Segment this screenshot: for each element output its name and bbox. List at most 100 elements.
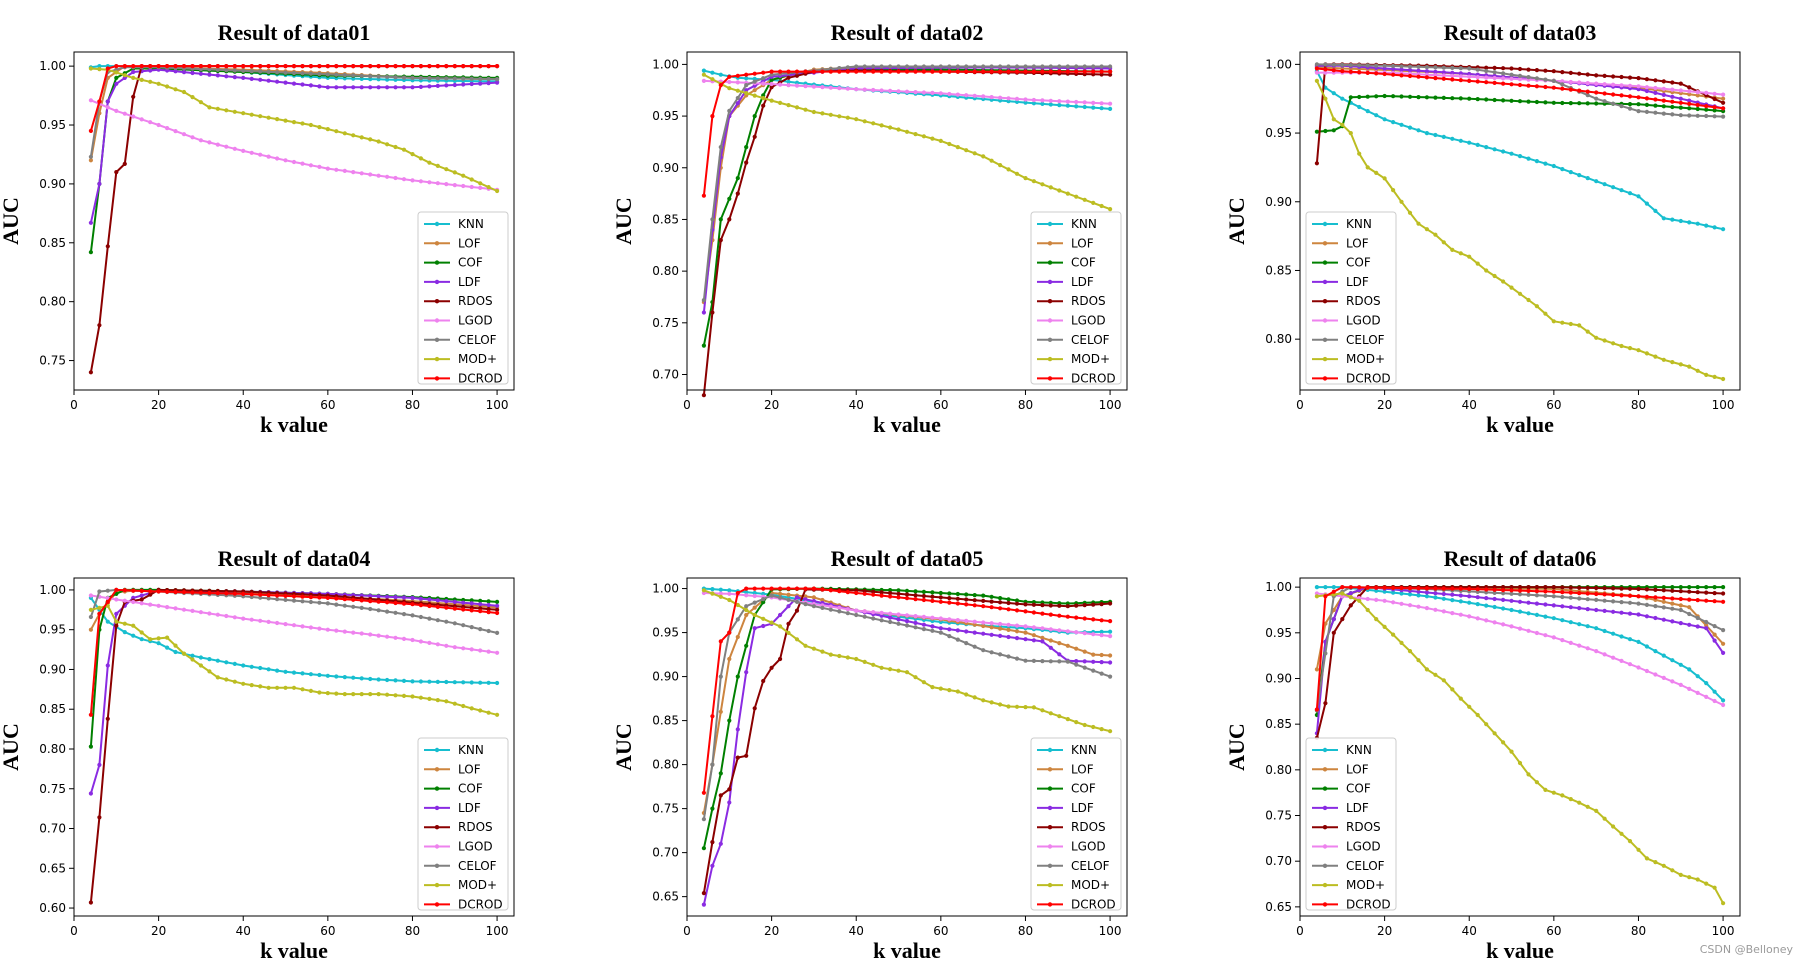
legend-label: KNN (1346, 743, 1372, 757)
data-point (1108, 69, 1113, 74)
data-point (1365, 63, 1370, 68)
data-point (334, 129, 339, 134)
data-point (444, 167, 449, 172)
chart-title: Result of data05 (831, 546, 984, 571)
y-tick-label: 0.75 (39, 782, 66, 796)
data-point (888, 619, 893, 625)
data-point (1619, 586, 1624, 591)
data-point (1517, 77, 1523, 82)
data-point (1484, 75, 1489, 80)
data-point (1441, 678, 1446, 683)
data-point (1695, 106, 1700, 112)
data-point (266, 154, 271, 159)
data-point (368, 676, 373, 682)
data-point (368, 632, 373, 637)
data-point (727, 597, 732, 603)
data-point (1340, 122, 1345, 127)
data-point (1661, 104, 1666, 109)
data-point (88, 98, 93, 103)
data-point (1517, 99, 1523, 104)
data-point (701, 891, 707, 896)
data-point (376, 608, 381, 613)
data-point (1475, 97, 1480, 102)
data-point (981, 69, 986, 74)
data-point (1365, 596, 1370, 602)
data-point (947, 627, 952, 632)
series-lgod (88, 593, 500, 655)
data-point (769, 85, 774, 90)
data-point (862, 614, 867, 619)
data-point (1534, 304, 1539, 309)
data-point (938, 590, 943, 596)
data-point (761, 623, 766, 629)
data-point (258, 684, 263, 689)
data-point (1644, 602, 1649, 608)
data-point (1065, 614, 1070, 619)
data-point (744, 91, 749, 96)
data-point (1424, 69, 1429, 74)
data-point (1357, 94, 1362, 100)
y-tick-label: 0.85 (1265, 717, 1292, 731)
data-point (1006, 597, 1011, 602)
data-point (478, 627, 483, 632)
data-point (972, 151, 977, 156)
data-point (1057, 641, 1062, 646)
data-point (989, 650, 994, 655)
data-point (981, 94, 986, 99)
data-point (469, 608, 474, 613)
data-point (173, 87, 178, 92)
data-point (283, 593, 288, 599)
data-point (105, 66, 110, 71)
data-point (879, 64, 884, 69)
y-axis-label: AUC (1224, 197, 1249, 245)
data-point (1057, 628, 1062, 633)
data-point (359, 85, 364, 90)
data-point (1501, 591, 1506, 596)
data-point (410, 595, 415, 601)
data-point (981, 648, 986, 653)
data-point (930, 615, 935, 620)
data-point (1450, 687, 1455, 692)
data-point (752, 71, 757, 76)
data-point (1031, 179, 1036, 184)
data-point (122, 161, 127, 166)
data-point (1687, 113, 1692, 118)
data-point (1023, 69, 1028, 74)
data-point (122, 64, 127, 69)
data-point (1534, 99, 1539, 105)
data-point (1627, 346, 1633, 351)
data-point (478, 185, 483, 190)
data-point (761, 591, 766, 596)
data-point (1594, 626, 1599, 631)
data-point (862, 69, 867, 74)
data-point (1099, 64, 1104, 69)
data-point (1721, 702, 1726, 708)
data-point (879, 88, 884, 93)
data-point (1099, 727, 1104, 732)
x-axis-label: k value (1486, 938, 1554, 962)
data-point (283, 669, 288, 674)
data-point (1074, 630, 1079, 635)
data-point (1065, 99, 1070, 104)
legend-marker (1322, 902, 1328, 907)
data-point (486, 610, 491, 615)
data-point (1678, 96, 1683, 101)
data-point (385, 142, 390, 147)
data-point (1543, 602, 1548, 607)
data-point (317, 595, 322, 600)
data-point (1653, 672, 1658, 677)
data-point (921, 589, 927, 595)
data-point (1687, 686, 1692, 692)
data-point (1467, 614, 1472, 619)
x-axis-label: k value (260, 938, 328, 962)
legend-entry: MOD+ (424, 352, 497, 366)
data-point (727, 79, 732, 85)
data-point (1424, 227, 1429, 232)
data-point (114, 619, 119, 624)
data-point (1074, 662, 1079, 667)
data-point (342, 64, 347, 69)
data-point (1509, 72, 1514, 77)
data-point (291, 159, 297, 165)
legend-entry: COF (1312, 782, 1371, 796)
